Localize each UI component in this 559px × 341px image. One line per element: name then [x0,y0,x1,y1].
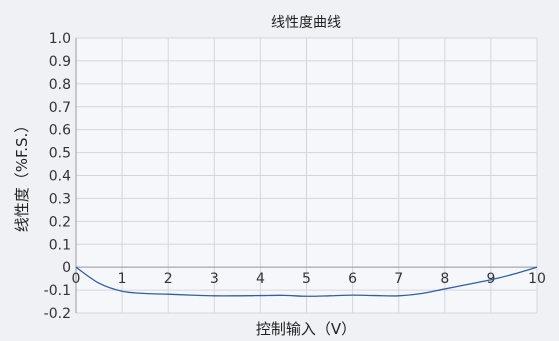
tick-labels: 1.00.90.80.70.60.50.40.30.20.10-0.1-0.20… [44,31,546,322]
y-tick-label: 0.5 [49,146,71,162]
y-tick-label: 0.4 [49,169,71,185]
y-tick-label: 0.2 [49,214,71,230]
x-tick-label: 6 [348,271,357,287]
x-tick-label: 8 [440,271,449,287]
data-point [214,295,216,297]
data-point [190,294,192,296]
data-point [237,295,239,297]
y-tick-label: -0.1 [44,283,71,299]
data-point [75,266,77,268]
data-point [513,273,515,275]
data-point [444,288,446,290]
data-point [421,293,423,295]
data-point [375,295,377,297]
data-point [490,279,492,281]
data-point [98,282,100,284]
y-tick-label: -0.2 [44,306,71,322]
data-point [536,266,538,268]
data-point [398,295,400,297]
data-point [329,295,331,297]
x-axis-title: 控制输入（V） [256,320,356,338]
y-tick-label: 0.1 [49,237,71,253]
x-tick-label: 0 [72,271,81,287]
y-tick-label: 0.6 [49,123,71,139]
y-tick-label: 0.7 [49,100,71,116]
data-point [121,290,123,292]
data-point [352,294,354,296]
y-axis-title: 线性度（%F.S.） [13,118,31,233]
x-tick-label: 7 [394,271,403,287]
x-tick-label: 4 [256,271,265,287]
y-tick-label: 0.8 [49,77,71,93]
y-tick-label: 0.9 [49,54,71,70]
x-tick-label: 2 [164,271,173,287]
data-point [167,293,169,295]
y-tick-label: 1.0 [49,31,71,47]
series [75,266,538,297]
x-tick-label: 3 [210,271,219,287]
x-tick-label: 5 [302,271,311,287]
y-tick-label: 0 [62,260,71,276]
series-line [75,266,538,297]
x-tick-label: 10 [528,271,546,287]
data-point [467,284,469,286]
data-point [283,295,285,297]
data-point [144,293,146,295]
y-tick-label: 0.3 [49,191,71,207]
data-point [306,295,308,297]
chart-title: 线性度曲线 [271,15,341,31]
x-tick-label: 1 [118,271,127,287]
data-point [260,295,262,297]
